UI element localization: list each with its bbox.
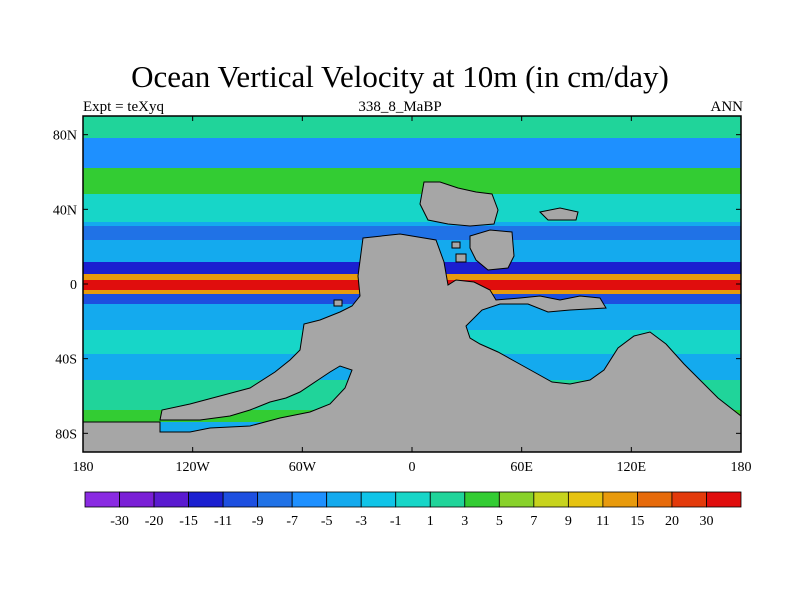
axis-ticks: 80N 40N 0 40S 80S 180 120W 60W 0 60E 120E 180 [53,116,752,475]
colorbar-swatch [429,491,466,508]
colorbar-label: 1 [427,514,434,529]
arctic-band [83,116,741,138]
colorbar-label: -20 [145,514,164,529]
colorbar-swatch [533,491,569,508]
x-tick-label: 60W [289,460,317,475]
colorbar-label: -7 [286,514,298,529]
colorbar-swatch [188,491,224,508]
small-island-c [333,299,343,307]
northeast-island [538,207,579,221]
experiment-label: Expt = teXyq [83,99,164,115]
colorbar-swatch [567,491,604,508]
y-tick-label: 80S [55,427,77,442]
x-tick-label: 0 [409,460,416,475]
colorbar-label: -1 [390,514,402,529]
colorbar-swatch [602,491,638,508]
map-title: Ocean Vertical Velocity at 10m (in cm/da… [131,59,669,94]
colorbar-swatch [326,491,362,508]
subtropical-band [83,194,741,222]
season-label: ANN [710,99,744,115]
plot-area [83,116,741,452]
y-tick-label: 0 [70,278,77,293]
colorbar-swatch [84,491,120,508]
colorbar-swatch [637,491,673,508]
x-tick-label: 120W [176,460,211,475]
colorbar-label: -15 [179,514,198,529]
northern-landmass [419,181,499,227]
small-island-a [455,253,467,263]
y-tick-label: 40S [55,353,77,368]
colorbar-swatch [360,491,397,508]
colorbar-label: -3 [355,514,367,529]
colorbar-swatch [119,491,155,508]
continent-main [83,233,741,452]
colorbar-swatch [222,491,259,508]
x-tick-label: 180 [731,460,752,475]
colorbar-label: 3 [461,514,468,529]
colorbar-swatch [257,491,293,508]
colorbar-label: -5 [321,514,333,529]
x-tick-label: 60E [510,460,533,475]
land [83,181,741,452]
colorbar-label: 30 [699,514,713,529]
colorbar-swatch [671,491,707,508]
x-tick-label: 120E [617,460,647,475]
polar-band [83,138,741,168]
colorbar-swatch [498,491,535,508]
colorbar-label: -9 [252,514,264,529]
eastern-landmass [469,229,515,271]
y-tick-label: 40N [53,203,77,218]
colorbar-label: -30 [110,514,129,529]
colorbar-swatch [153,491,189,508]
colorbar-label: 5 [496,514,503,529]
period-label: 338_8_MaBP [358,99,442,115]
colorbar-label: 11 [596,514,609,529]
colorbar-label: 9 [565,514,572,529]
colorbar-swatch [706,491,742,508]
colorbar-label: 20 [665,514,679,529]
colorbar-label: 7 [530,514,537,529]
colorbar-label: 15 [630,514,644,529]
x-tick-label: 180 [73,460,94,475]
colorbar-swatch [291,491,328,508]
colorbar-swatch [395,491,431,508]
colorbar: -30 -20 -15 -11 -9 -7 -5 -3 -1 1 3 5 7 9 11 15 20 30 [84,491,742,529]
subpolar-upwelling-band [83,168,741,194]
north-downwelling-band [83,226,741,240]
colorbar-swatch [464,491,500,508]
small-island-b [451,241,461,249]
colorbar-label: -11 [214,514,232,529]
y-tick-label: 80N [53,129,77,144]
